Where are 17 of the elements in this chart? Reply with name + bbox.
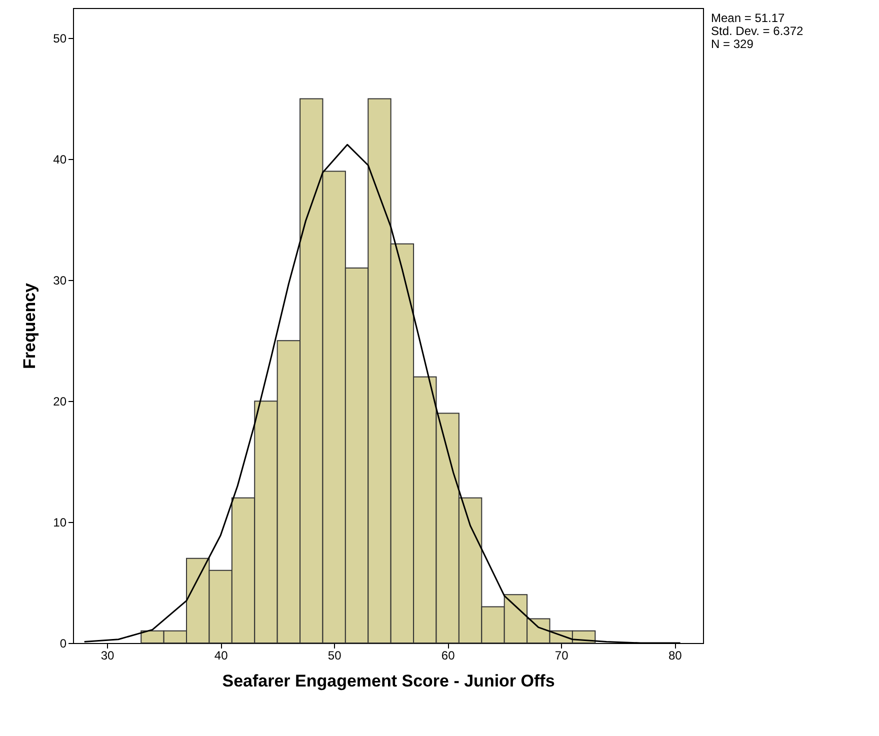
x-tick-label: 60	[441, 648, 456, 662]
y-axis-title: Frequency	[20, 282, 40, 369]
x-tick-label: 70	[554, 648, 569, 662]
y-tick-label: 0	[60, 636, 67, 650]
y-tick-label: 40	[53, 152, 67, 167]
x-tick-label: 30	[100, 648, 115, 662]
y-tick-label: 30	[53, 274, 67, 288]
x-tick-label: 40	[214, 648, 228, 662]
y-tick-label: 50	[53, 32, 67, 46]
y-tick-label: 10	[53, 516, 67, 530]
y-tick-label: 20	[53, 394, 67, 409]
x-axis-title: Seafarer Engagement Score - Junior Offs	[222, 672, 555, 690]
text: Mean = 51.17	[711, 11, 786, 25]
x-tick-label: 80	[668, 648, 682, 662]
text: N = 329	[711, 37, 754, 51]
x-tick-label: 50	[328, 648, 342, 662]
text: Std. Dev. = 6.372	[711, 24, 804, 38]
